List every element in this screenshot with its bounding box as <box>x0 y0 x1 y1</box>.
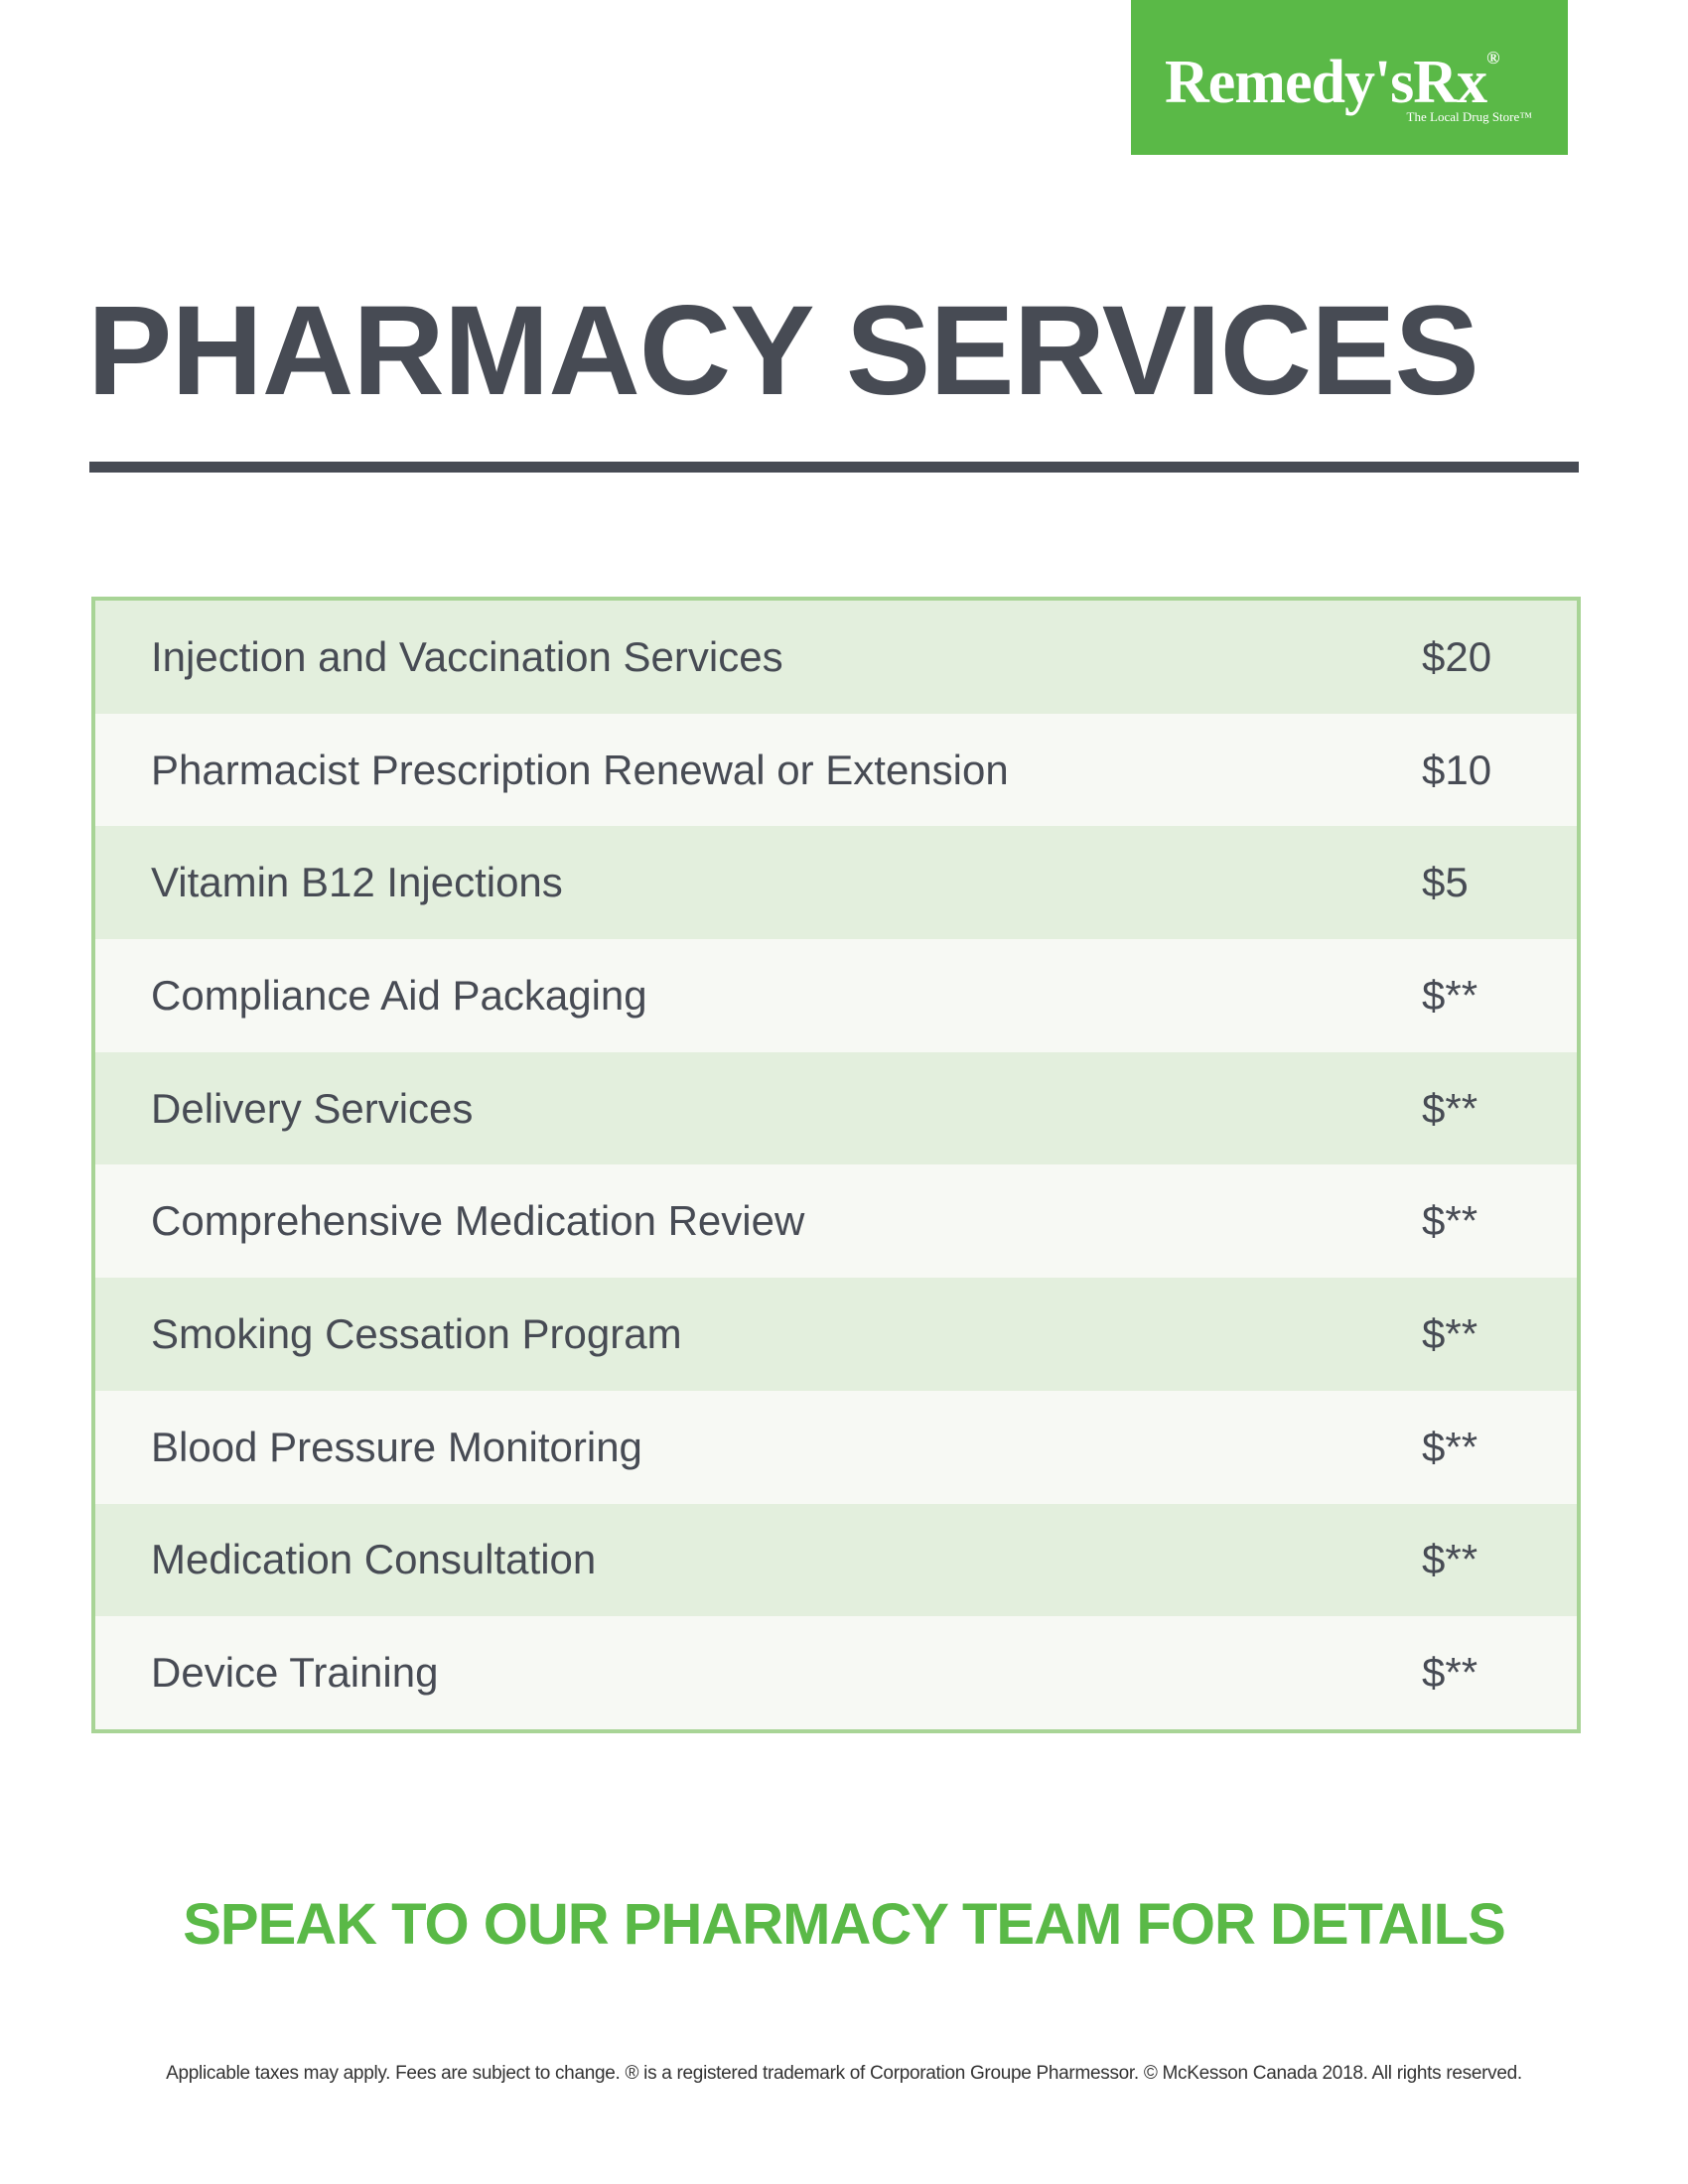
table-row: Vitamin B12 Injections $5 <box>95 826 1577 940</box>
table-row: Delivery Services $** <box>95 1051 1577 1165</box>
title-rule <box>89 462 1579 473</box>
service-name: Compliance Aid Packaging <box>151 971 647 1019</box>
service-price: $** <box>1422 1536 1478 1583</box>
service-price: $** <box>1422 1309 1478 1357</box>
service-name: Vitamin B12 Injections <box>151 859 563 906</box>
callout: SPEAK TO OUR PHARMACY TEAM FOR DETAILS <box>183 1892 1506 1957</box>
service-name: Smoking Cessation Program <box>151 1309 682 1357</box>
service-price: $20 <box>1422 632 1492 680</box>
table-row: Medication Consultation $** <box>95 1503 1577 1617</box>
service-name: Pharmacist Prescription Renewal or Exten… <box>151 746 1009 793</box>
table-row: Comprehensive Medication Review $** <box>95 1164 1577 1279</box>
table-row: Compliance Aid Packaging $** <box>95 939 1577 1052</box>
service-name: Delivery Services <box>151 1084 474 1132</box>
service-name: Injection and Vaccination Services <box>151 632 783 680</box>
table-row: Smoking Cessation Program $** <box>95 1278 1577 1391</box>
table-row: Device Training $** <box>95 1616 1577 1729</box>
logo: Remedy'sRx® The Local Drug Store™ <box>1131 0 1568 155</box>
service-price: $** <box>1422 1649 1478 1697</box>
service-price: $10 <box>1422 746 1492 793</box>
services-table: Injection and Vaccination Services $20 Pha… <box>91 597 1581 1733</box>
title: PHARMACY SERVICES <box>87 280 1479 422</box>
logo-tagline: The Local Drug Store™ <box>1406 109 1532 124</box>
logo-name: Remedy'sRx® <box>1165 48 1500 118</box>
service-price: $** <box>1422 1084 1478 1132</box>
service-price: $** <box>1422 1423 1478 1470</box>
service-name: Device Training <box>151 1649 439 1697</box>
service-name: Medication Consultation <box>151 1536 597 1583</box>
service-price: $** <box>1422 971 1478 1019</box>
table-row: Blood Pressure Monitoring $** <box>95 1390 1577 1504</box>
logo-text: Remedy'sRx <box>1165 49 1487 116</box>
service-price: $5 <box>1422 859 1469 906</box>
service-name: Blood Pressure Monitoring <box>151 1423 642 1470</box>
logo-mark: ® <box>1486 48 1499 68</box>
footer-note: Applicable taxes may apply. Fees are sub… <box>166 2063 1522 2084</box>
service-name: Comprehensive Medication Review <box>151 1197 805 1245</box>
table-row: Pharmacist Prescription Renewal or Exten… <box>95 713 1577 827</box>
table-row: Injection and Vaccination Services $20 <box>95 601 1577 714</box>
service-price: $** <box>1422 1197 1478 1245</box>
